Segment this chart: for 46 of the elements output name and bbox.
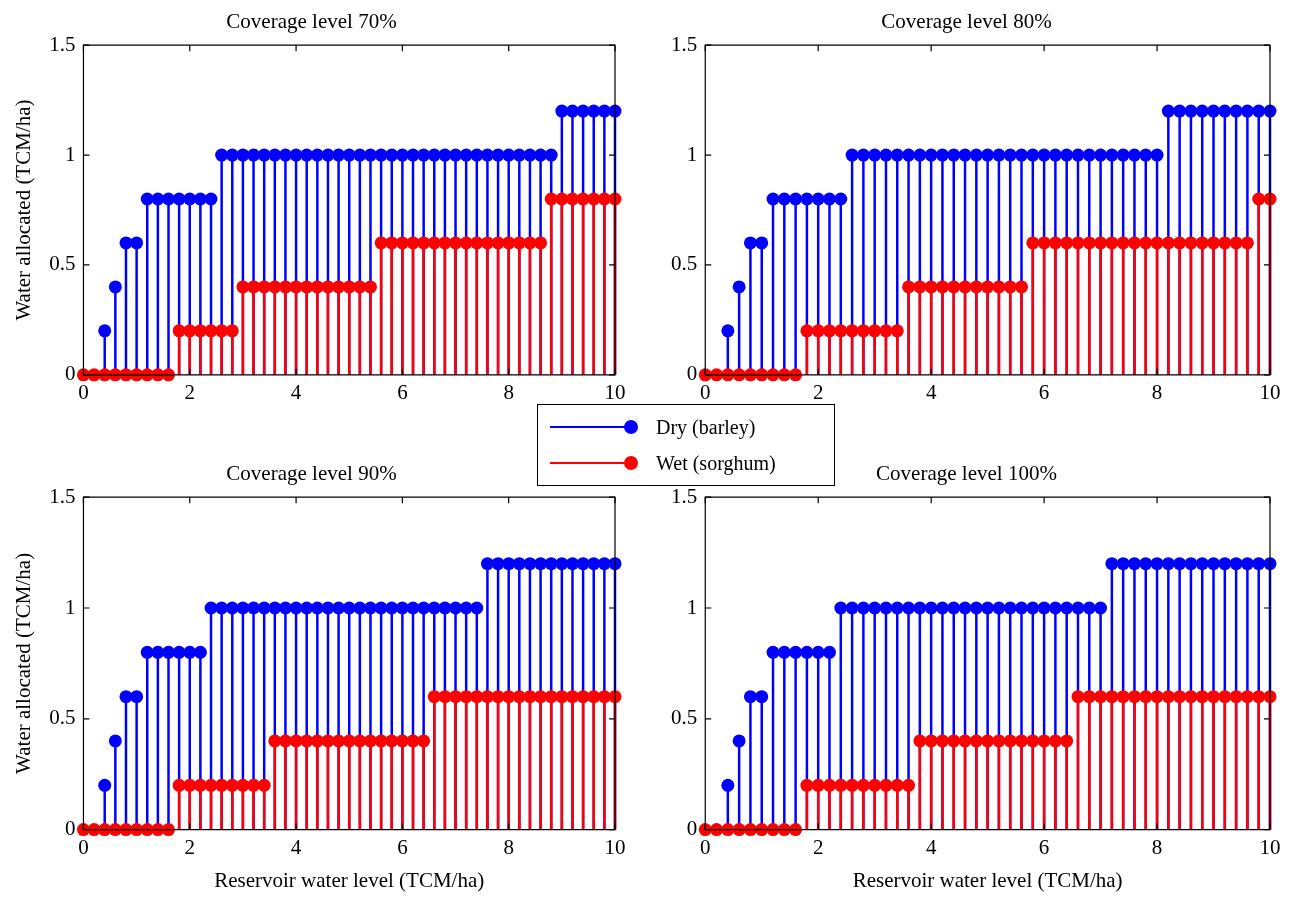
x-tick-label: 10 — [1259, 379, 1281, 404]
x-axis-title: Reservoir water level (TCM/ha) — [214, 867, 485, 892]
x-tick-label: 6 — [1038, 834, 1050, 859]
y-axis-title: Water allocated (TCM/ha) — [11, 99, 36, 321]
x-tick-label: 4 — [925, 834, 937, 859]
y-tick-label: 1 — [686, 141, 698, 166]
y-tick-label: 1.5 — [671, 483, 698, 508]
y-tick-label: 1.5 — [49, 483, 76, 508]
y-tick-label: 1 — [686, 594, 698, 619]
y-tick-label: 0.5 — [671, 251, 698, 276]
x-tick-label: 10 — [1259, 834, 1281, 859]
x-tick-label: 6 — [397, 834, 408, 859]
y-tick-label: 0.5 — [49, 705, 76, 730]
y-tick-label: 0 — [686, 816, 698, 841]
chart-title: Coverage level 100% — [876, 461, 1057, 486]
y-axis-title: Water allocated (TCM/ha) — [11, 552, 36, 774]
x-tick-label: 8 — [1151, 379, 1163, 404]
legend-label: Dry (barley) — [656, 415, 756, 439]
x-tick-label: 10 — [604, 379, 626, 404]
y-tick-label: 0 — [686, 361, 698, 386]
x-tick-label: 8 — [503, 379, 514, 404]
x-tick-label: 2 — [184, 834, 196, 859]
y-tick-label: 1 — [64, 594, 76, 619]
chart-title: Coverage level 80% — [881, 9, 1052, 34]
y-tick-label: 1.5 — [49, 31, 76, 56]
y-tick-label: 1 — [64, 141, 76, 166]
y-tick-label: 0.5 — [49, 251, 76, 276]
chart-title: Coverage level 70% — [226, 9, 397, 34]
y-tick-label: 0.5 — [671, 705, 698, 730]
x-axis-title: Reservoir water level (TCM/ha) — [852, 867, 1123, 892]
x-tick-label: 4 — [925, 379, 937, 404]
x-tick-label: 2 — [812, 379, 824, 404]
y-tick-label: 1.5 — [671, 31, 698, 56]
x-tick-label: 2 — [184, 379, 196, 404]
x-tick-label: 4 — [290, 834, 302, 859]
x-tick-label: 10 — [604, 834, 626, 859]
x-tick-label: 2 — [812, 834, 824, 859]
chart-title: Coverage level 90% — [226, 461, 397, 486]
x-tick-label: 8 — [1151, 834, 1163, 859]
y-tick-label: 0 — [64, 361, 76, 386]
x-tick-label: 4 — [290, 379, 302, 404]
x-tick-label: 6 — [397, 379, 408, 404]
legend-label: Wet (sorghum) — [656, 451, 776, 475]
x-tick-label: 6 — [1038, 379, 1050, 404]
x-tick-label: 8 — [503, 834, 514, 859]
y-tick-label: 0 — [64, 816, 76, 841]
